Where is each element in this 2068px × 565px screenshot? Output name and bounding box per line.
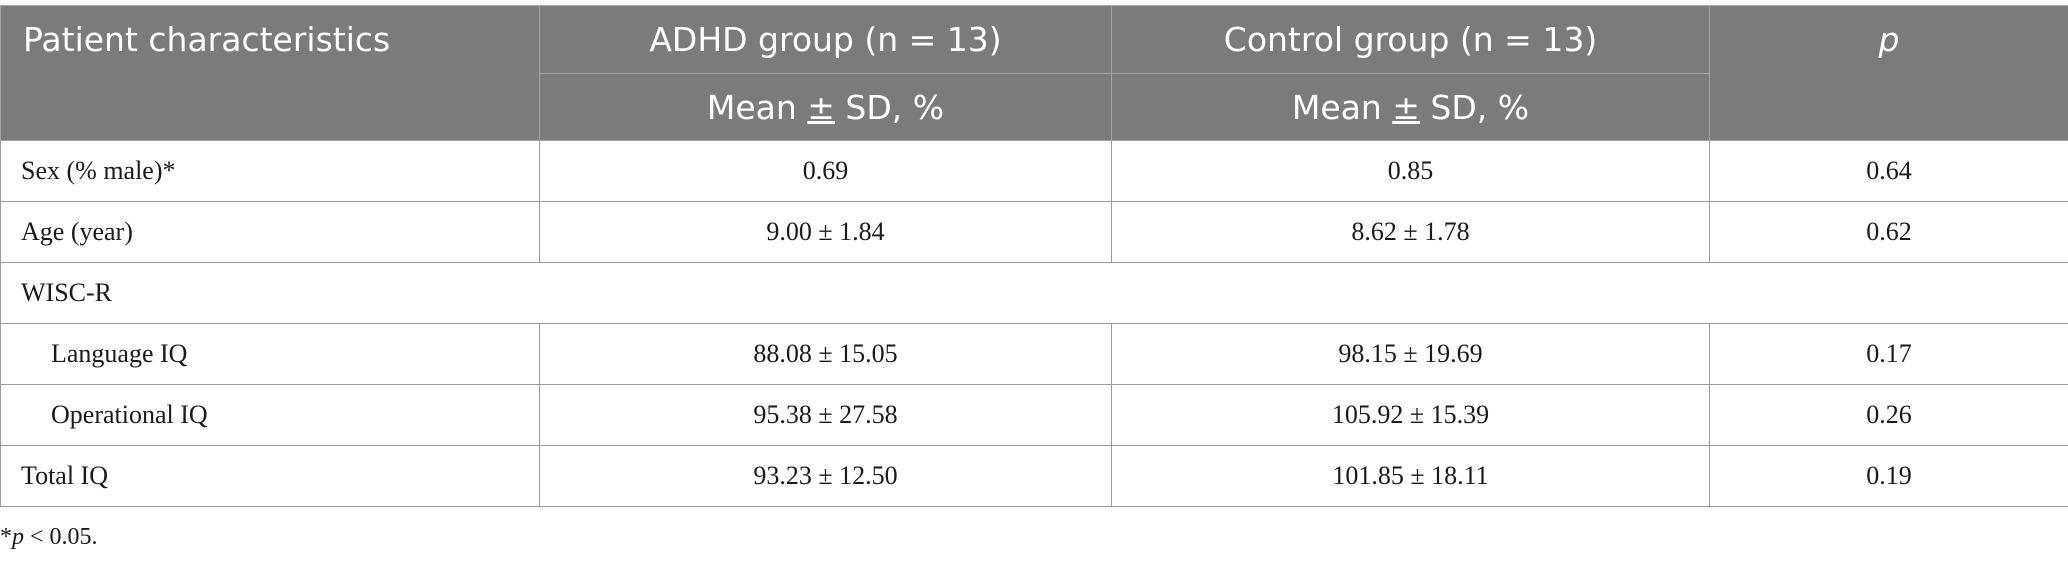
footnote-p: p (12, 524, 24, 550)
table-footnote: *p < 0.05. (0, 524, 98, 551)
header-control-mean-sd: Mean ± SD, % (1111, 73, 1710, 141)
table-row-age: Age (year) 9.00 ± 1.84 8.62 ± 1.78 0.62 (0, 201, 2068, 263)
row-label: Language IQ (0, 323, 540, 385)
adhd-value: 88.08 ± 15.05 (539, 323, 1112, 385)
control-value: 8.62 ± 1.78 (1111, 201, 1710, 263)
adhd-value: 0.69 (539, 140, 1112, 202)
footnote-star: * (0, 524, 12, 550)
p-value: 0.64 (1709, 140, 2068, 202)
characteristics-table-container: Patient characteristics ADHD group (n = … (0, 5, 2068, 507)
mean-sd-suffix: SD, % (1419, 87, 1530, 127)
row-label: Age (year) (0, 201, 540, 263)
p-value: 0.19 (1709, 445, 2068, 507)
table-row-total-iq: Total IQ 93.23 ± 12.50 101.85 ± 18.11 0.… (0, 445, 2068, 507)
table-row-operational-iq: Operational IQ 95.38 ± 27.58 105.92 ± 15… (0, 384, 2068, 446)
section-label-wisc-r: WISC-R (0, 262, 2068, 324)
plus-minus-symbol: ± (807, 87, 835, 127)
control-value: 0.85 (1111, 140, 1710, 202)
header-row-1: Patient characteristics ADHD group (n = … (0, 5, 2068, 141)
adhd-value: 93.23 ± 12.50 (539, 445, 1112, 507)
mean-sd-prefix: Mean (1291, 87, 1393, 127)
footnote-text: < 0.05. (24, 524, 98, 550)
row-label: Sex (% male)* (0, 140, 540, 202)
adhd-value: 9.00 ± 1.84 (539, 201, 1112, 263)
header-adhd-mean-sd: Mean ± SD, % (539, 73, 1112, 141)
header-row-2: Mean ± SD, % Mean ± SD, % (1, 73, 2068, 141)
patient-characteristics-table: Patient characteristics ADHD group (n = … (0, 5, 2068, 507)
p-value: 0.26 (1709, 384, 2068, 446)
table-row-wisc-r: WISC-R (0, 262, 2068, 324)
control-value: 98.15 ± 19.69 (1111, 323, 1710, 385)
header-adhd-group: ADHD group (n = 13) (539, 5, 1112, 74)
table-row-language-iq: Language IQ 88.08 ± 15.05 98.15 ± 19.69 … (0, 323, 2068, 385)
p-value: 0.62 (1709, 201, 2068, 263)
p-value: 0.17 (1709, 323, 2068, 385)
control-value: 101.85 ± 18.11 (1111, 445, 1710, 507)
header-control-group: Control group (n = 13) (1111, 5, 1710, 74)
row-label: Operational IQ (0, 384, 540, 446)
table-row-sex: Sex (% male)* 0.69 0.85 0.64 (0, 140, 2068, 202)
control-value: 105.92 ± 15.39 (1111, 384, 1710, 446)
mean-sd-suffix: SD, % (834, 87, 945, 127)
plus-minus-symbol: ± (1392, 87, 1420, 127)
mean-sd-prefix: Mean (706, 87, 808, 127)
adhd-value: 95.38 ± 27.58 (539, 384, 1112, 446)
header-p-value: p (1709, 5, 2068, 141)
header-patient-characteristics: Patient characteristics (0, 5, 540, 141)
row-label: Total IQ (0, 445, 540, 507)
